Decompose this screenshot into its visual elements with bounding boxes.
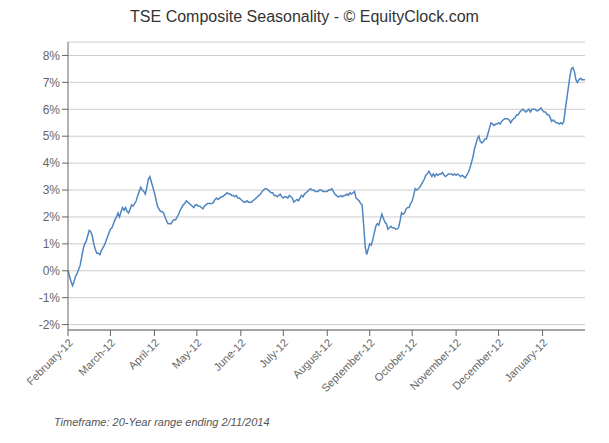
svg-text:November-12: November-12	[407, 336, 464, 393]
svg-text:January-12: January-12	[502, 336, 549, 383]
svg-text:February-12: February-12	[24, 336, 75, 387]
svg-text:June-12: June-12	[211, 336, 248, 373]
svg-text:April-12: April-12	[126, 336, 161, 371]
svg-text:5%: 5%	[43, 129, 61, 143]
svg-text:August-12: August-12	[290, 336, 334, 380]
html-text:TSE Composite Seasonality - ©: TSE Composite Seasonality - © EquityCloc…	[130, 8, 479, 25]
svg-text:0%: 0%	[43, 264, 61, 278]
svg-text:7%: 7%	[43, 76, 61, 90]
svg-text:4%: 4%	[43, 156, 61, 170]
svg-text:1%: 1%	[43, 237, 61, 251]
svg-text:March-12: March-12	[76, 336, 117, 377]
svg-text:8%: 8%	[43, 49, 61, 63]
svg-text:-1%: -1%	[39, 291, 61, 305]
svg-text:October-12: October-12	[372, 336, 419, 383]
svg-text:December-12: December-12	[450, 336, 506, 392]
svg-text:September-12: September-12	[319, 336, 377, 394]
svg-text:July-12: July-12	[257, 336, 291, 370]
svg-text:3%: 3%	[43, 183, 61, 197]
html-text:Timeframe: 20-Year range endin: Timeframe: 20-Year range ending 2/11/201…	[54, 416, 270, 428]
svg-text:-2%: -2%	[39, 318, 61, 332]
svg-text:2%: 2%	[43, 210, 61, 224]
svg-text:6%: 6%	[43, 103, 61, 117]
svg-text:May-12: May-12	[169, 336, 203, 370]
